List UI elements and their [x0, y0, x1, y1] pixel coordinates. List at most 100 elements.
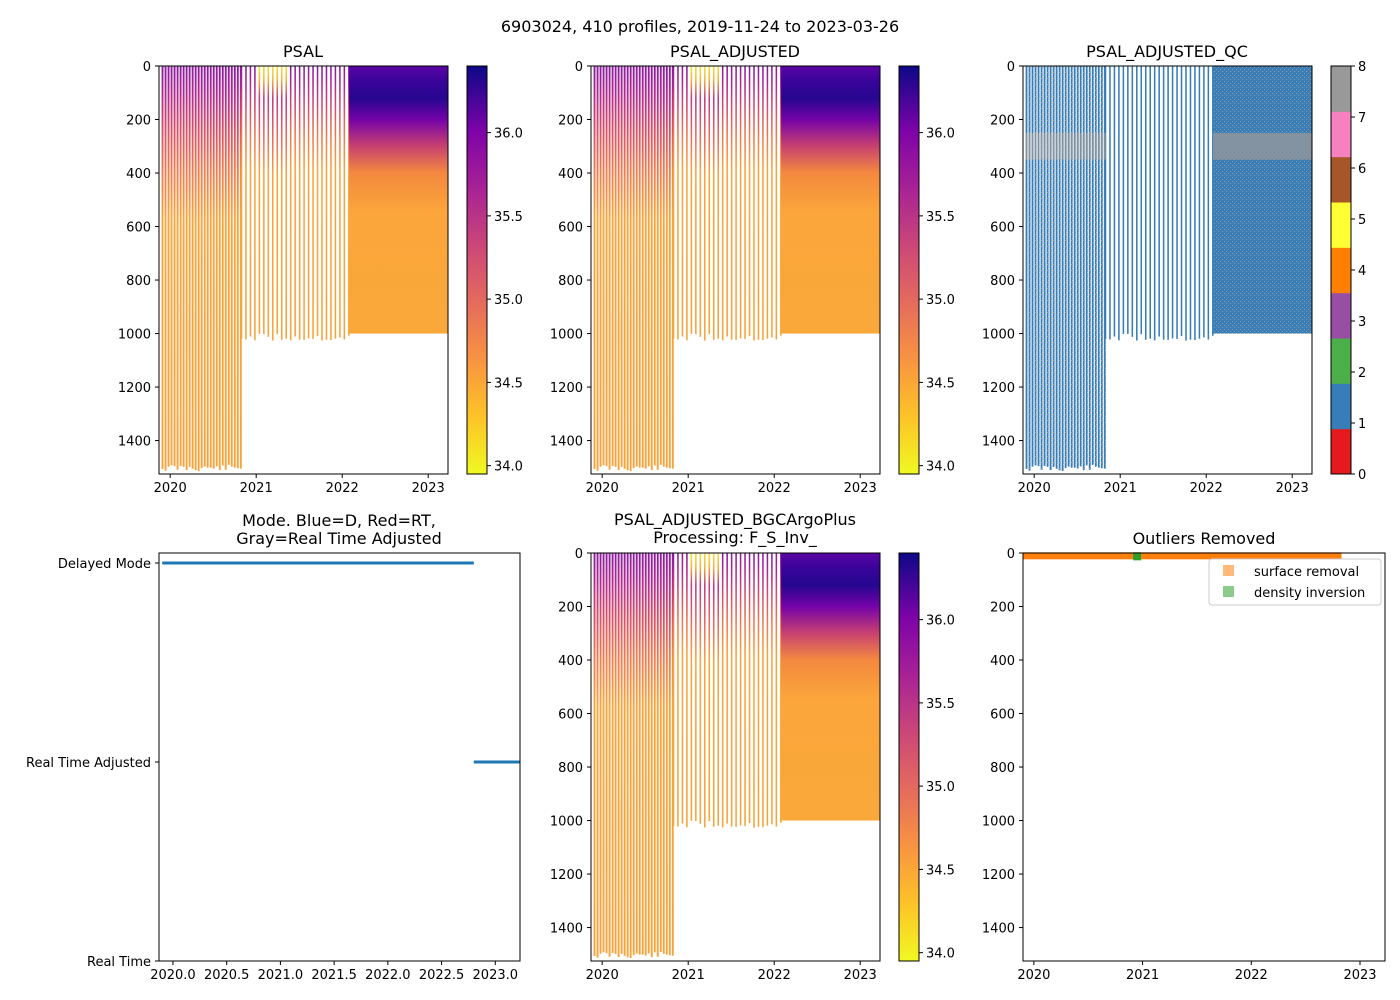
profile-column [644, 553, 647, 956]
profile-column [690, 553, 693, 821]
panel-psal-adjusted-colorbar [898, 65, 920, 475]
profile-column [1136, 66, 1138, 341]
profile-column [230, 66, 233, 467]
panel-bgc-frame [590, 552, 881, 962]
profile-column [203, 66, 206, 467]
ytick-label: 800 [990, 274, 1015, 289]
profile-column [349, 66, 448, 334]
profile-column [620, 553, 623, 954]
panel-outliers-title: Outliers Removed [1133, 529, 1276, 548]
profile-column [677, 553, 679, 827]
panel-psal-adjusted: PSAL_ADJUSTED 2020 2021 2022 2023 0 200 400 60… [550, 42, 955, 496]
qc-flag-band [1100, 132, 1103, 160]
profile-column [316, 66, 319, 336]
profile-column [191, 66, 194, 469]
profile-column [641, 553, 644, 955]
profile-column [1049, 66, 1052, 471]
profile-column [620, 66, 623, 467]
profile-column [298, 66, 301, 340]
qc-flag-band [1031, 132, 1034, 160]
profile-column [647, 66, 650, 467]
ytick-label: 1000 [550, 328, 583, 343]
profile-column [650, 66, 653, 471]
panel-psal-heatmap [161, 66, 448, 472]
panel-psal-yticks: 0 200 400 600 800 1000 1200 1400 [118, 60, 159, 450]
xtick-label: 2022 [1190, 481, 1223, 496]
colorbar-tick-label: 34.5 [494, 376, 523, 391]
profile-column [1140, 66, 1143, 335]
profile-column [781, 553, 880, 821]
panel-outliers-series [1023, 552, 1342, 561]
qc-colorbar-segment [1331, 202, 1351, 248]
xtick-label: 2021.5 [311, 968, 357, 983]
profile-column [1171, 66, 1174, 339]
colorbar-tick-label: 36.0 [926, 614, 955, 629]
qc-flag-band [1055, 132, 1058, 160]
xtick-label: 2023 [412, 481, 445, 496]
profile-column [681, 66, 684, 337]
density-inversion-point [1133, 552, 1142, 561]
mode-category-label: Real Time Adjusted [26, 756, 151, 771]
profile-column [1212, 66, 1214, 336]
profile-column [1085, 66, 1088, 466]
ytick-label: 400 [126, 167, 151, 182]
profile-column [1153, 66, 1156, 341]
qc-flag-band [1213, 132, 1312, 160]
profile-column [629, 66, 632, 472]
profile-column [775, 66, 778, 340]
profile-column [1097, 66, 1100, 468]
xtick-label: 2022.0 [365, 968, 411, 983]
profile-column [1043, 66, 1046, 466]
profile-column [757, 553, 760, 827]
panel-psal-frame [158, 65, 449, 475]
ytick-label: 600 [990, 221, 1015, 236]
profile-column [704, 66, 706, 341]
panel-psal-adjusted-qc: PSAL_ADJUSTED_QC 2020 2021 2022 2023 020040… [982, 42, 1366, 496]
profile-column [1055, 66, 1058, 469]
ytick-label: 0 [143, 60, 151, 75]
colorbar-tick-label: 2 [1358, 366, 1366, 381]
ytick-label: 1400 [118, 435, 151, 450]
profile-column [224, 66, 227, 470]
profile-column [1213, 66, 1312, 334]
xtick-label: 2022 [758, 481, 791, 496]
qc-flag-band [1094, 132, 1097, 160]
ytick-label: 600 [558, 221, 583, 236]
profile-column [325, 66, 328, 340]
profile-column [1131, 66, 1134, 337]
colorbar-tick-label: 7 [1358, 111, 1366, 126]
panel-qc-colorbar-ticks: 0 1 2 3 4 5 6 7 8 [1351, 60, 1366, 483]
profile-column [233, 66, 236, 468]
profile-column [623, 553, 626, 956]
profile-column [602, 66, 605, 466]
ytick-label: 800 [558, 761, 583, 776]
profile-column [668, 553, 671, 956]
ytick-label: 1200 [982, 381, 1015, 396]
profile-column [218, 66, 221, 471]
profile-column [1058, 66, 1061, 471]
profile-column [596, 553, 599, 958]
panel-bgc-colorbar [898, 552, 920, 962]
colorbar-tick-label: 35.0 [926, 293, 955, 308]
profile-column [605, 553, 608, 954]
profile-column [617, 553, 620, 958]
profile-column [650, 553, 653, 958]
profile-column [708, 553, 711, 822]
profile-column [1104, 66, 1107, 339]
ytick-label: 1400 [982, 922, 1015, 937]
xtick-label: 2022.5 [419, 968, 465, 983]
profile-column [614, 553, 617, 954]
profile-column [771, 66, 773, 338]
xtick-label: 2020 [586, 968, 619, 983]
profile-column [1031, 66, 1034, 467]
profile-column [739, 553, 742, 826]
colorbar-tick-label: 36.0 [926, 127, 955, 142]
profile-column [294, 66, 296, 337]
profile-column [1100, 66, 1103, 469]
profile-column [245, 66, 247, 340]
profile-column [249, 66, 252, 337]
panel-mode: Mode. Blue=D, Red=RT, Gray=Real Time Adj… [26, 511, 521, 983]
panel-outliers-xticks: 2020 2021 2022 2023 [1017, 961, 1377, 983]
qc-flag-band [1043, 132, 1046, 160]
colorbar-tick-label: 3 [1358, 315, 1366, 330]
